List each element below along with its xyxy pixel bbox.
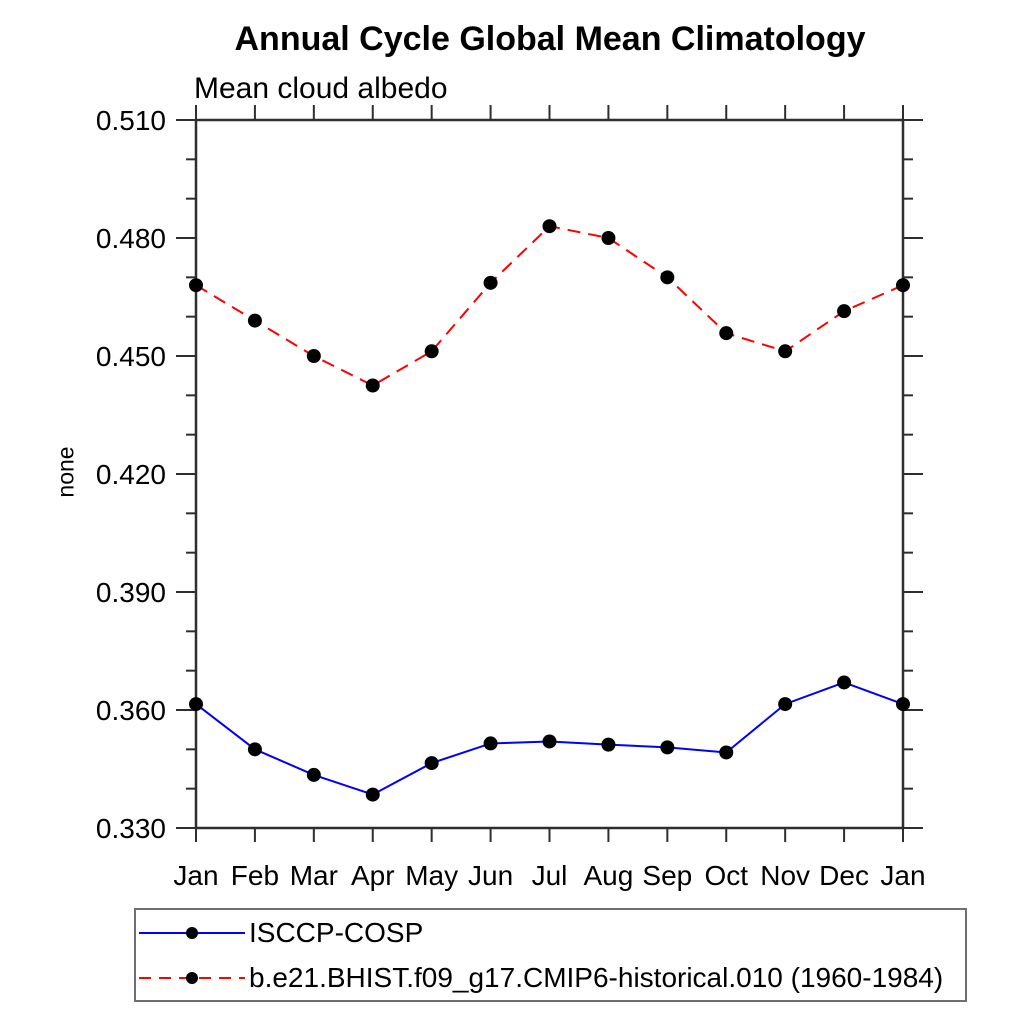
x-axis-tick-label: Jul bbox=[532, 860, 568, 891]
data-point-marker bbox=[483, 736, 498, 751]
data-point-marker bbox=[424, 344, 439, 359]
series-line-1 bbox=[195, 225, 904, 387]
data-point-marker bbox=[778, 344, 793, 359]
legend-marker-dot bbox=[186, 971, 198, 984]
data-point-marker bbox=[778, 697, 793, 712]
data-point-marker bbox=[660, 740, 675, 755]
legend-label-isccp: ISCCP-COSP bbox=[249, 916, 424, 948]
data-point-marker bbox=[601, 737, 616, 752]
x-axis-tick-label: Jan bbox=[173, 860, 218, 891]
legend-label-model: b.e21.BHIST.f09_g17.CMIP6-historical.010… bbox=[249, 961, 944, 993]
x-axis-tick-label: Jan bbox=[880, 860, 925, 891]
x-axis-tick-label: Feb bbox=[231, 860, 279, 891]
data-point-marker bbox=[896, 278, 910, 293]
y-axis-tick-label: 0.360 bbox=[96, 695, 166, 726]
x-axis-tick-label: Nov bbox=[760, 860, 810, 891]
data-point-marker bbox=[424, 756, 439, 771]
data-point-marker bbox=[247, 742, 262, 757]
data-point-marker bbox=[542, 219, 557, 234]
y-axis-tick-label: 0.420 bbox=[96, 459, 166, 490]
x-axis-tick-label: Mar bbox=[290, 860, 338, 891]
data-point-marker bbox=[306, 349, 321, 363]
data-point-marker bbox=[719, 326, 734, 341]
chart-title: Annual Cycle Global Mean Climatology bbox=[234, 20, 866, 58]
legend-item-isccp: ISCCP-COSP bbox=[136, 912, 965, 953]
legend-box: ISCCP-COSP b.e21.BHIST.f09_g17.CMIP6-his… bbox=[134, 908, 967, 1002]
data-point-marker bbox=[542, 734, 557, 749]
data-point-marker bbox=[189, 278, 203, 293]
y-axis-tick-label: 0.510 bbox=[96, 105, 166, 136]
legend-swatch-solid-line-icon bbox=[139, 926, 245, 939]
data-point-marker bbox=[601, 231, 616, 245]
x-axis-tick-label: May bbox=[405, 860, 458, 891]
data-point-marker bbox=[719, 745, 734, 760]
legend-marker-dot bbox=[186, 926, 198, 939]
x-axis-tick-label: Oct bbox=[704, 860, 748, 891]
y-axis-tick-label: 0.330 bbox=[96, 813, 166, 844]
y-axis-tick-label: 0.450 bbox=[96, 341, 166, 372]
legend-item-model: b.e21.BHIST.f09_g17.CMIP6-historical.010… bbox=[136, 957, 965, 998]
chart-subtitle: Mean cloud albedo bbox=[194, 72, 448, 105]
y-axis-tick-label: 0.480 bbox=[96, 223, 166, 254]
data-point-marker bbox=[365, 378, 380, 393]
x-axis-tick-label: Dec bbox=[819, 860, 869, 891]
x-axis-tick-label: Apr bbox=[351, 860, 395, 891]
x-axis-tick-label: Aug bbox=[584, 860, 634, 891]
data-point-marker bbox=[837, 304, 852, 319]
data-point-marker bbox=[247, 313, 262, 328]
y-axis-label: none bbox=[52, 446, 79, 498]
data-point-marker bbox=[660, 270, 675, 285]
data-point-marker bbox=[896, 697, 910, 712]
x-axis-tick-label: Sep bbox=[642, 860, 692, 891]
data-point-marker bbox=[483, 275, 498, 290]
data-point-marker bbox=[189, 697, 203, 712]
y-axis-tick-label: 0.390 bbox=[96, 577, 166, 608]
x-axis-tick-label: Jun bbox=[468, 860, 513, 891]
legend-swatch-dashed-line-icon bbox=[139, 971, 245, 984]
data-point-marker bbox=[837, 675, 852, 690]
data-point-marker bbox=[365, 787, 380, 802]
data-point-marker bbox=[306, 767, 321, 782]
